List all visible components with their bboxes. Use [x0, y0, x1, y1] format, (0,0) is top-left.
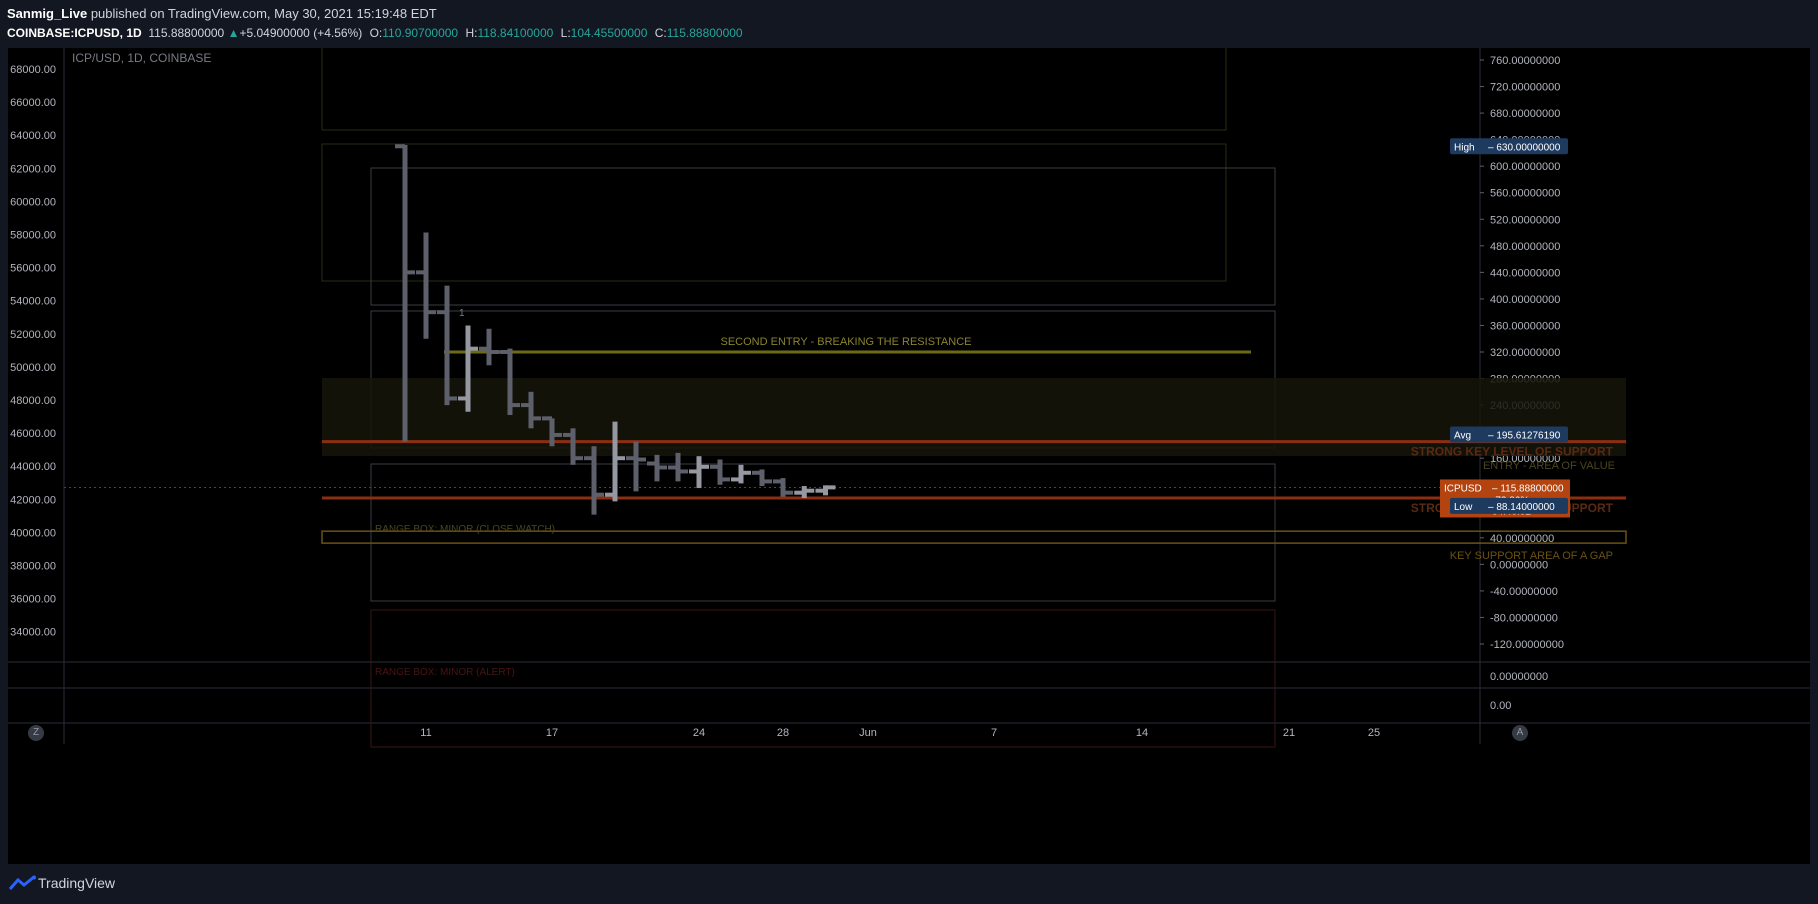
- right-axis-tick-label: 0.00000000: [1490, 559, 1548, 571]
- time-axis-tick-label: Jun: [859, 727, 877, 739]
- last-price-tag-value: – 115.88800000: [1492, 483, 1564, 494]
- left-axis-tick-label: 50000.00: [10, 362, 56, 374]
- left-axis-tick-label: 44000.00: [10, 461, 56, 473]
- right-axis-tick-label: 160.00000000: [1490, 453, 1560, 465]
- right-axis-tick-label: 600.00000000: [1490, 161, 1560, 173]
- time-axis-tick-label: 21: [1283, 727, 1295, 739]
- gap-support-box: [321, 530, 1627, 544]
- price-tag-box: [1450, 497, 1568, 514]
- brand-name[interactable]: TradingView: [38, 875, 116, 891]
- right-axis-tick-label: -80.00000000: [1490, 612, 1558, 624]
- range-box-1: [370, 167, 1276, 306]
- right-axis-tick-label: 360.00000000: [1490, 320, 1560, 332]
- price-tag-label: Low: [1454, 502, 1473, 513]
- right-axis-tick-label: -120.00000000: [1490, 639, 1564, 651]
- tradingview-logo-icon[interactable]: [8, 875, 38, 893]
- last-price: 115.88800000: [148, 26, 225, 40]
- author-name[interactable]: Sanmig_Live: [7, 6, 88, 21]
- chart-title: ICP/USD, 1D, COINBASE: [72, 51, 211, 65]
- right-axis-tick-label: 760.00000000: [1490, 55, 1560, 67]
- high-label: H:: [465, 26, 478, 40]
- upper-range-box: [321, 43, 1227, 131]
- price-tag-value: – 630.00000000: [1488, 142, 1561, 153]
- second-entry-label: SECOND ENTRY - BREAKING THE RESISTANCE: [720, 336, 971, 348]
- right-axis-tick-label: 40.00000000: [1490, 533, 1554, 545]
- zoom-reset-button[interactable]: Z: [28, 725, 44, 741]
- left-axis-tick-label: 46000.00: [10, 428, 56, 440]
- open-label: O:: [369, 26, 383, 40]
- range-alert-label: RANGE BOX: MINOR (ALERT): [375, 667, 515, 678]
- left-axis-tick-label: 62000.00: [10, 163, 56, 175]
- symbol-ohlc-line: COINBASE:ICPUSD, 1D 115.88800000 ▲+5.049…: [7, 26, 743, 40]
- chart-area[interactable]: 68000.00 66000.00 64000.00 62000.00 60000.00…: [8, 43, 1810, 864]
- time-axis-tick-label: 11: [420, 727, 431, 739]
- chart-header: Sanmig_Live published on TradingView.com…: [0, 0, 1818, 48]
- lower-pane-tick-label: 0.00: [1490, 700, 1511, 712]
- price-tag-box: [1450, 138, 1568, 155]
- gap-label: KEY SUPPORT AREA OF A GAP: [1450, 550, 1613, 562]
- time-axis-tick-label: 7: [991, 727, 997, 739]
- change-value: +5.04900000 (+4.56%): [239, 26, 363, 40]
- price-tag-value: – 88.14000000: [1488, 502, 1555, 513]
- publish-info: Sanmig_Live published on TradingView.com…: [7, 6, 437, 21]
- top-range-box: [321, 143, 1227, 282]
- range-watch-label: RANGE BOX: MINOR (CLOSE WATCH): [375, 524, 555, 535]
- price-tag-label: High: [1454, 142, 1475, 153]
- support-label-upper: STRONG KEY LEVEL OF SUPPORT: [1411, 445, 1614, 459]
- range-box-alert: [370, 609, 1276, 748]
- right-axis-tick-label: 680.00000000: [1490, 108, 1560, 120]
- price-tag-value: – 195.61276190: [1488, 431, 1561, 442]
- range-box-watch: [370, 463, 1276, 602]
- close-value: 115.88800000: [666, 26, 743, 40]
- symbol-name[interactable]: COINBASE:ICPUSD, 1D: [7, 26, 142, 40]
- left-axis-tick-label: 68000.00: [10, 64, 56, 76]
- lower-pane-tick-label: 0.00000000: [1490, 671, 1548, 683]
- left-axis-tick-label: 56000.00: [10, 263, 56, 275]
- right-axis-tick-label: 480.00000000: [1490, 241, 1560, 253]
- left-axis-tick-label: 34000.00: [10, 627, 56, 639]
- price-tag-box: [1450, 426, 1568, 443]
- wave-label: 1: [459, 308, 465, 319]
- left-axis-tick-label: 52000.00: [10, 329, 56, 341]
- right-axis-tick-label: 440.00000000: [1490, 267, 1560, 279]
- up-triangle-icon: ▲: [227, 26, 240, 40]
- left-axis-tick-label: 64000.00: [10, 130, 56, 142]
- left-axis-tick-label: 60000.00: [10, 196, 56, 208]
- entry-value-label: ENTRY - AREA OF VALUE: [1483, 460, 1615, 472]
- chart-svg[interactable]: 68000.00 66000.00 64000.00 62000.00 60000.00…: [8, 43, 1810, 864]
- price-tag-label: Avg: [1454, 431, 1471, 442]
- right-axis-tick-label: -40.00000000: [1490, 586, 1558, 598]
- open-value: 110.90700000: [382, 26, 459, 40]
- time-axis-tick-label: 17: [546, 727, 558, 739]
- right-axis-tick-label: 720.00000000: [1490, 82, 1560, 94]
- auto-scale-button[interactable]: A: [1512, 725, 1528, 741]
- left-axis-tick-label: 48000.00: [10, 395, 56, 407]
- left-axis-tick-label: 58000.00: [10, 230, 56, 242]
- time-axis-tick-label: 14: [1136, 727, 1148, 739]
- left-axis-tick-label: 66000.00: [10, 97, 56, 109]
- publish-text: published on TradingView.com, May 30, 20…: [90, 6, 437, 21]
- time-axis-tick-label: 24: [693, 727, 705, 739]
- left-axis-tick-label: 54000.00: [10, 296, 56, 308]
- footer: TradingView: [0, 864, 1818, 904]
- time-axis-tick-label: 28: [777, 727, 789, 739]
- left-axis-tick-label: 40000.00: [10, 527, 56, 539]
- right-axis-tick-label: 520.00000000: [1490, 214, 1560, 226]
- right-axis-tick-label: 560.00000000: [1490, 188, 1560, 200]
- last-price-tag-label: ICPUSD: [1444, 483, 1482, 494]
- left-axis-tick-label: 36000.00: [10, 594, 56, 606]
- close-label: C:: [654, 26, 667, 40]
- time-axis-tick-label: 25: [1368, 727, 1380, 739]
- right-axis-tick-label: 320.00000000: [1490, 347, 1560, 359]
- low-label: L:: [560, 26, 571, 40]
- left-axis-tick-label: 42000.00: [10, 494, 56, 506]
- high-value: 118.84100000: [477, 26, 554, 40]
- low-value: 104.45500000: [570, 26, 648, 40]
- right-axis-tick-label: 400.00000000: [1490, 294, 1560, 306]
- left-axis-tick-label: 38000.00: [10, 561, 56, 573]
